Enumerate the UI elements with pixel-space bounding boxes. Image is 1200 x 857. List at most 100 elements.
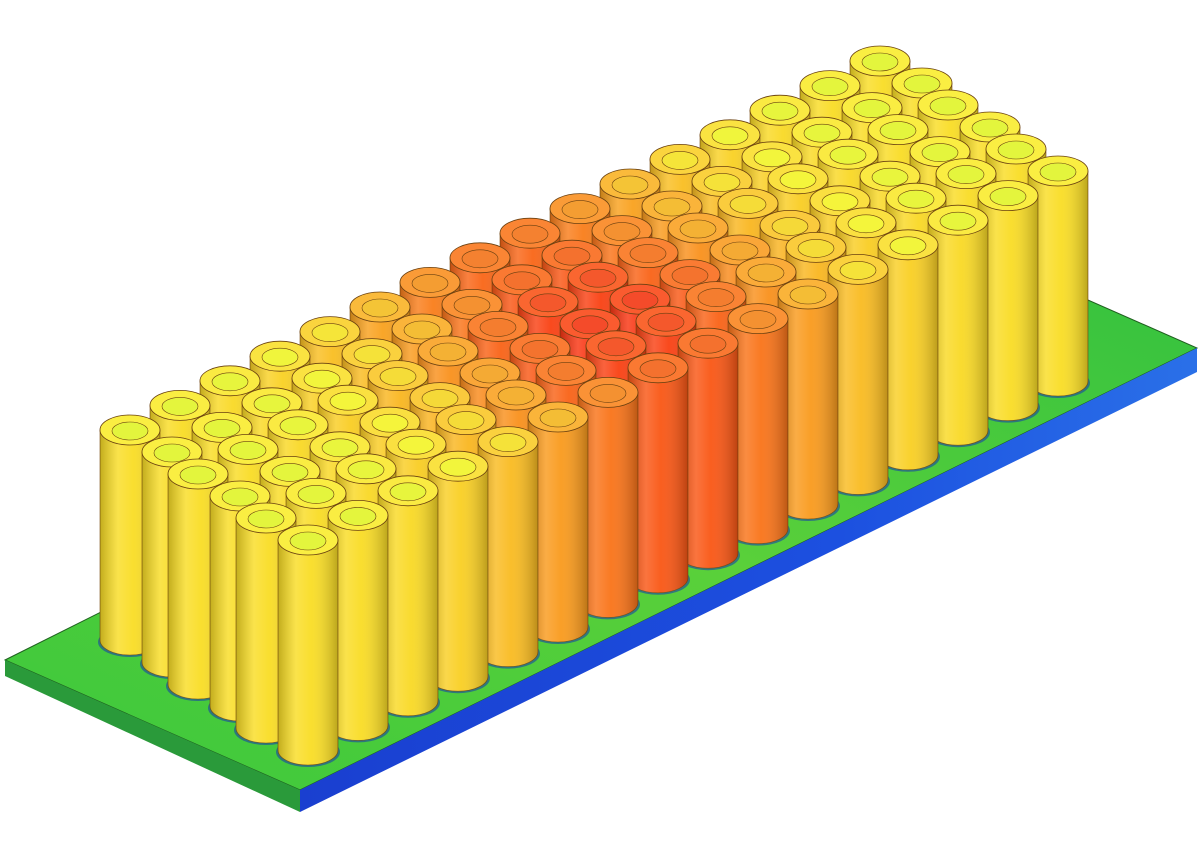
cell-terminal xyxy=(279,416,317,436)
cell-terminal xyxy=(939,211,977,231)
cell-shading xyxy=(728,318,788,544)
cell-terminal xyxy=(871,167,909,187)
cell-terminal xyxy=(989,187,1027,206)
cell-terminal xyxy=(311,323,349,342)
cell-terminal xyxy=(439,457,477,477)
cell-shading xyxy=(528,417,588,642)
cell-terminal xyxy=(879,121,917,140)
battery-cell xyxy=(276,524,340,767)
cell-terminal xyxy=(861,52,899,72)
cell-terminal xyxy=(397,435,435,455)
cell-terminal xyxy=(721,241,759,261)
cell-shading xyxy=(678,343,738,569)
cell-terminal xyxy=(561,200,599,219)
battery-cell xyxy=(876,229,940,472)
cell-terminal xyxy=(653,197,691,217)
cell-terminal xyxy=(361,298,399,318)
cell-terminal xyxy=(347,460,385,480)
cell-terminal xyxy=(447,411,485,430)
battery-cell xyxy=(426,450,490,694)
cell-terminal xyxy=(671,266,709,285)
cell-terminal xyxy=(489,433,527,452)
cell-terminal xyxy=(661,151,699,170)
cell-terminal xyxy=(947,165,985,184)
cell-terminal xyxy=(639,359,677,379)
cell-terminal xyxy=(921,143,959,162)
cell-terminal xyxy=(229,441,267,460)
cell-terminal xyxy=(211,372,249,392)
cell-terminal xyxy=(421,389,459,408)
cell-terminal xyxy=(553,246,591,266)
cell-terminal xyxy=(621,290,659,310)
cell-terminal xyxy=(597,337,635,357)
cell-terminal xyxy=(903,74,941,94)
cell-terminal xyxy=(679,219,717,239)
cell-terminal xyxy=(153,443,191,463)
battery-cell xyxy=(926,204,990,448)
cell-terminal xyxy=(589,384,627,403)
cell-terminal xyxy=(379,367,417,386)
cell-terminal xyxy=(303,369,341,389)
cell-terminal xyxy=(929,96,967,116)
cell-shading xyxy=(578,392,638,618)
cell-terminal xyxy=(779,170,817,190)
battery-cell xyxy=(326,500,390,743)
battery-cell xyxy=(976,180,1040,423)
cell-terminal xyxy=(771,217,809,236)
cell-terminal xyxy=(271,463,309,482)
cell-terminal xyxy=(611,175,649,195)
cell-terminal xyxy=(297,485,335,504)
cell-terminal xyxy=(847,214,885,234)
cells xyxy=(98,45,1090,767)
cold-plate-end xyxy=(5,660,300,812)
cell-terminal xyxy=(329,391,367,411)
cell-terminal xyxy=(853,99,891,118)
battery-cell xyxy=(626,352,690,595)
cell-terminal xyxy=(971,118,1009,138)
cell-terminal xyxy=(179,465,217,485)
cell-terminal xyxy=(353,345,391,364)
cell-terminal xyxy=(889,236,927,256)
cell-terminal xyxy=(511,224,549,244)
cell-terminal xyxy=(897,189,935,209)
cell-shading xyxy=(378,490,438,716)
battery-cell xyxy=(476,426,540,669)
cell-terminal xyxy=(761,101,799,121)
cell-terminal xyxy=(389,482,427,502)
cell-terminal xyxy=(739,310,777,329)
cell-terminal xyxy=(689,334,727,354)
cell-terminal xyxy=(579,268,617,288)
cell-terminal xyxy=(697,288,735,307)
cell-terminal xyxy=(839,261,877,280)
cell-terminal xyxy=(703,173,741,192)
cell-terminal xyxy=(539,408,577,428)
cell-terminal xyxy=(729,195,767,214)
cell-terminal xyxy=(521,340,559,359)
cell-terminal xyxy=(247,509,285,529)
cell-terminal xyxy=(461,249,499,269)
cell-terminal xyxy=(1039,162,1077,182)
cell-terminal xyxy=(571,315,609,335)
cell-terminal xyxy=(479,318,517,337)
cell-shading xyxy=(928,220,988,446)
cell-terminal xyxy=(829,145,867,165)
battery-cell xyxy=(526,401,590,644)
cell-shading xyxy=(1028,171,1088,396)
cell-terminal xyxy=(997,140,1035,160)
cell-terminal xyxy=(203,419,241,438)
cell-terminal xyxy=(429,342,467,362)
battery-cell xyxy=(376,475,440,718)
cell-terminal xyxy=(161,397,199,416)
cell-terminal xyxy=(647,312,685,332)
cold-plate-side xyxy=(300,348,1197,812)
cell-terminal xyxy=(403,320,441,340)
cell-terminal xyxy=(503,271,541,291)
cell-shading xyxy=(828,269,888,495)
cell-shading xyxy=(428,466,488,692)
cell-terminal xyxy=(253,394,291,414)
battery-cell xyxy=(826,253,890,497)
cell-terminal xyxy=(529,293,567,313)
